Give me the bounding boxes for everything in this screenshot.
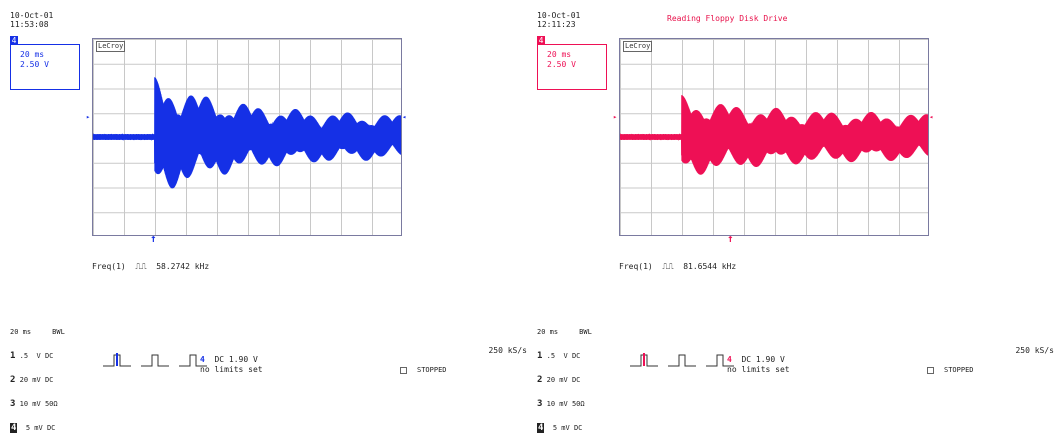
channel-settings-box[interactable] <box>537 44 607 90</box>
channel-settings-box[interactable] <box>10 44 80 90</box>
channel-summary: 20 ms BWL 1 .5 V DC 2 20 mV DC 3 10 mV 5… <box>10 328 65 433</box>
acquisition-state: STOPPED <box>927 366 974 374</box>
pulse-icon: ⎍⎍ <box>135 262 147 271</box>
channel-summary: 20 ms BWL 1 .5 V DC 2 20 mV DC 3 10 mV 5… <box>537 328 592 433</box>
state-checkbox-icon <box>400 366 407 374</box>
trigger-symbols <box>102 352 208 370</box>
sample-rate: 250 kS/s <box>488 346 527 355</box>
waveform-trace <box>620 95 928 175</box>
waveform-path <box>620 95 928 175</box>
trigger-position-arrow-icon: ↑ <box>727 232 734 245</box>
lecroy-logo: LeCroy <box>96 41 126 52</box>
channel-offset-marker-icon: ◂ <box>402 113 407 121</box>
trigger-edge-icon <box>179 354 207 367</box>
pulse-icon: ⎍⎍ <box>662 262 674 271</box>
trigger-edge-icon <box>668 354 696 367</box>
trigger-edge-icon <box>706 354 734 367</box>
trigger-info: 4 DC 1.90 V no limits set <box>727 355 790 374</box>
channel-settings-values: 20 ms 2.50 V <box>547 50 576 69</box>
trigger-level-marker-icon: ▸ <box>86 113 91 121</box>
state-checkbox-icon <box>927 366 934 374</box>
trigger-level-marker-icon: ▸ <box>613 113 618 121</box>
trigger-edge-icon <box>103 353 131 367</box>
channel-number-badge: 4 <box>10 36 18 45</box>
trigger-edge-icon <box>141 354 169 367</box>
trigger-symbols <box>629 352 735 370</box>
trigger-position-arrow-icon: ↑ <box>150 232 157 245</box>
frequency-measurement: Freq(1) ⎍⎍ 81.6544 kHz <box>619 262 737 271</box>
timestamp: 10-Oct-01 11:53:08 <box>10 11 54 29</box>
lecroy-logo: LeCroy <box>623 41 653 52</box>
channel-settings-values: 20 ms 2.50 V <box>20 50 49 69</box>
waveform-trace <box>93 77 401 189</box>
trigger-edge-icon <box>630 353 658 367</box>
waveform-path <box>93 77 401 189</box>
waveform-grid[interactable]: LeCroy <box>619 38 929 236</box>
channel-offset-marker-icon: ◂ <box>929 113 934 121</box>
waveform-grid[interactable]: LeCroy <box>92 38 402 236</box>
acquisition-state: STOPPED <box>400 366 447 374</box>
scope-screen-left: 10-Oct-01 11:53:08 4 20 ms 2.50 V LeCroy… <box>0 0 527 433</box>
timestamp: 10-Oct-01 12:11:23 <box>537 11 581 29</box>
sample-rate: 250 kS/s <box>1015 346 1054 355</box>
scope-screen-right: 10-Oct-01 12:11:23 Reading Floppy Disk D… <box>527 0 1054 433</box>
screen-title: Reading Floppy Disk Drive <box>667 14 788 23</box>
trigger-info: 4 DC 1.90 V no limits set <box>200 355 263 374</box>
frequency-measurement: Freq(1) ⎍⎍ 58.2742 kHz <box>92 262 210 271</box>
channel-number-badge: 4 <box>537 36 545 45</box>
